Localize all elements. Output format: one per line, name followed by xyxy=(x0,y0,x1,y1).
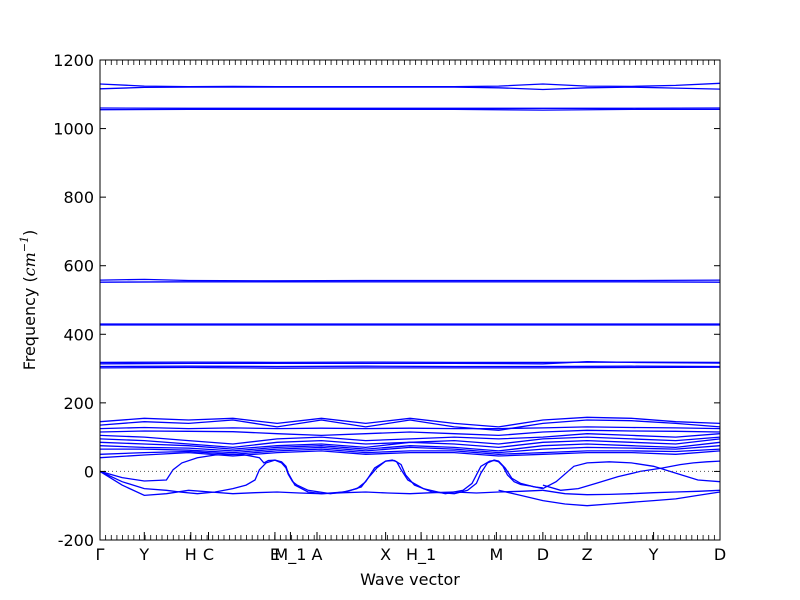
plot-background xyxy=(100,60,720,540)
y-axis-label-unit: cm xyxy=(20,252,39,276)
y-axis-ticks: -200 0 200 400 600 800 1000 1200 xyxy=(53,51,720,550)
band-line-9 xyxy=(99,361,721,365)
band-line-3 xyxy=(99,108,720,111)
x-tick-label: M_1 xyxy=(274,545,306,565)
y-tick-label: 1200 xyxy=(53,51,94,70)
band-line-19 xyxy=(99,441,721,452)
x-tick-label: D xyxy=(714,545,726,564)
x-tick-label: C xyxy=(203,545,214,564)
band-line-1 xyxy=(99,86,721,91)
band-line-15 xyxy=(99,429,721,437)
band-line-16 xyxy=(99,433,721,445)
band-line-28 xyxy=(542,489,721,496)
band-line-24 xyxy=(99,459,543,495)
y-axis-label: Frequency (cm−1) xyxy=(18,230,39,371)
y-tick-label: 0 xyxy=(84,462,94,481)
x-tick-label: Y xyxy=(648,545,659,564)
x-tick-label: M xyxy=(489,545,503,564)
y-axis-label-suffix: ) xyxy=(20,230,39,236)
y-tick-label: -200 xyxy=(58,531,94,550)
x-axis-label: Wave vector xyxy=(360,570,460,589)
y-tick-label: 400 xyxy=(63,325,94,344)
band-line-20 xyxy=(100,445,721,454)
y-axis-label-exponent: −1 xyxy=(18,236,31,252)
y-tick-label: 600 xyxy=(63,257,94,276)
band-line-22 xyxy=(99,450,721,459)
x-tick-label: H_1 xyxy=(406,545,436,565)
band-lines xyxy=(99,82,721,507)
x-tick-label: Y xyxy=(138,545,149,564)
x-tick-label: D xyxy=(537,545,549,564)
band-line-18 xyxy=(99,438,721,450)
band-line-26 xyxy=(542,461,721,490)
x-tick-label: H xyxy=(185,545,197,564)
band-line-13 xyxy=(99,419,721,431)
band-line-12 xyxy=(99,416,721,428)
x-tick-label: E xyxy=(270,545,280,564)
band-line-4 xyxy=(99,278,721,282)
band-line-29 xyxy=(498,489,721,507)
band-line-21 xyxy=(99,448,721,455)
x-tick-label: A xyxy=(312,545,323,564)
x-tick-label: Γ xyxy=(96,545,105,564)
y-tick-label: 1000 xyxy=(53,120,94,139)
x-tick-label: Z xyxy=(582,545,593,564)
band-line-14 xyxy=(99,426,721,430)
y-tick-label: 800 xyxy=(63,188,94,207)
x-tick-label: X xyxy=(380,545,391,564)
y-axis-label-prefix: Frequency ( xyxy=(20,276,39,370)
band-line-11 xyxy=(99,366,721,369)
plot-frame xyxy=(99,59,721,541)
y-tick-label: 200 xyxy=(63,394,94,413)
band-line-25 xyxy=(99,470,543,497)
